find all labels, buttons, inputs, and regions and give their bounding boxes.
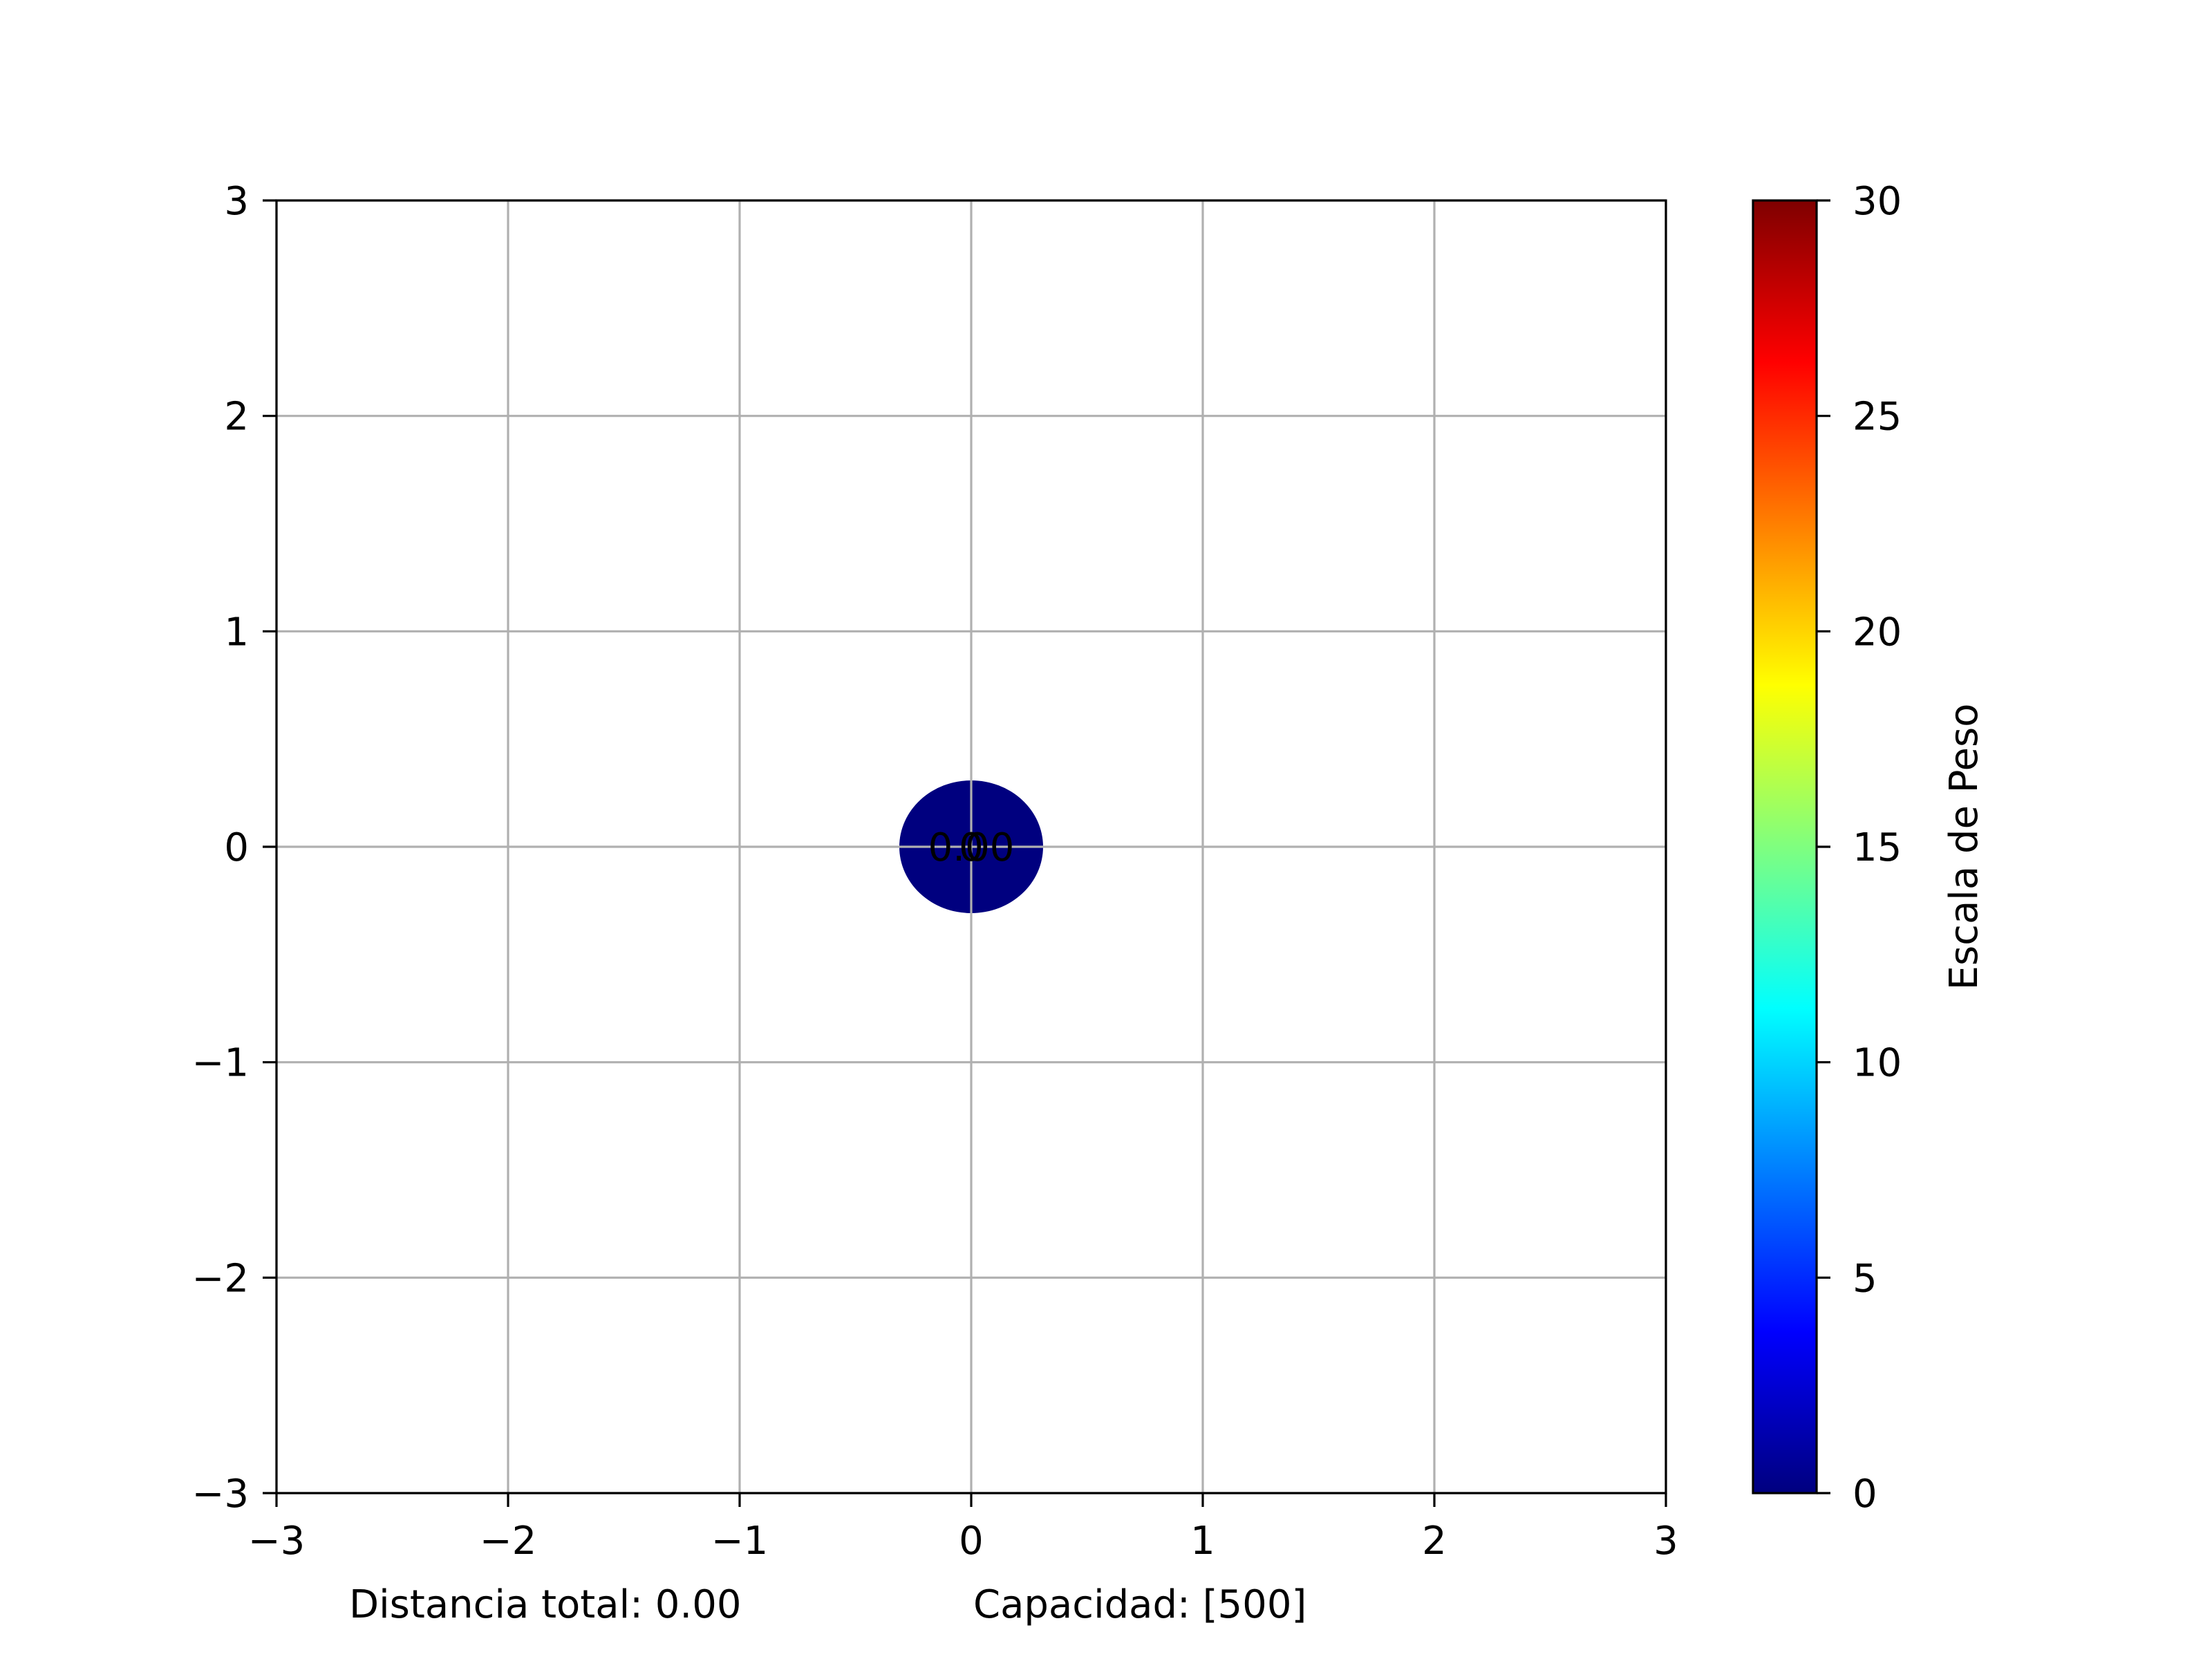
colorbar-tick-label: 20 <box>1853 610 1902 655</box>
y-tick-label: −2 <box>191 1256 249 1301</box>
x-axis-ticks: −3 −2 −1 0 1 2 3 <box>248 1493 1678 1564</box>
data-point-label: 0.00 <box>928 825 1015 870</box>
colorbar-tick-label: 5 <box>1853 1256 1877 1301</box>
y-tick-label: −3 <box>191 1472 249 1517</box>
y-tick-label: 3 <box>224 179 249 224</box>
y-tick-label: 0 <box>224 825 249 870</box>
colorbar-label: Escala de Peso <box>1942 704 1987 991</box>
colorbar-gradient <box>1753 200 1817 1493</box>
colorbar: 0 5 10 15 20 25 30 Escala de Peso <box>1752 179 1987 1517</box>
y-tick-label: 2 <box>224 395 249 440</box>
colorbar-tick-label: 15 <box>1853 825 1902 870</box>
x-tick-label: 0 <box>959 1519 984 1564</box>
y-tick-label: −1 <box>191 1041 249 1086</box>
x-tick-label: 3 <box>1653 1519 1678 1564</box>
points-layer: 0.000 <box>899 780 1043 913</box>
colorbar-ticks: 0 5 10 15 20 25 30 <box>1817 179 1902 1517</box>
data-point-label: 0 <box>959 825 984 870</box>
x-tick-label: 2 <box>1422 1519 1447 1564</box>
footer-capacity-text: Capacidad: [500] <box>973 1582 1306 1627</box>
colorbar-tick-label: 25 <box>1853 395 1902 440</box>
x-tick-label: 1 <box>1190 1519 1215 1564</box>
y-tick-label: 1 <box>224 610 249 655</box>
x-tick-label: −2 <box>480 1519 537 1564</box>
colorbar-tick-label: 0 <box>1853 1472 1877 1517</box>
x-tick-label: −3 <box>248 1519 306 1564</box>
colorbar-tick-label: 10 <box>1853 1041 1902 1086</box>
x-tick-label: −1 <box>711 1519 769 1564</box>
y-axis-ticks: −3 −2 −1 0 1 2 3 <box>191 179 276 1517</box>
footer-distance-text: Distancia total: 0.00 <box>349 1582 742 1627</box>
colorbar-tick-label: 30 <box>1853 179 1902 224</box>
